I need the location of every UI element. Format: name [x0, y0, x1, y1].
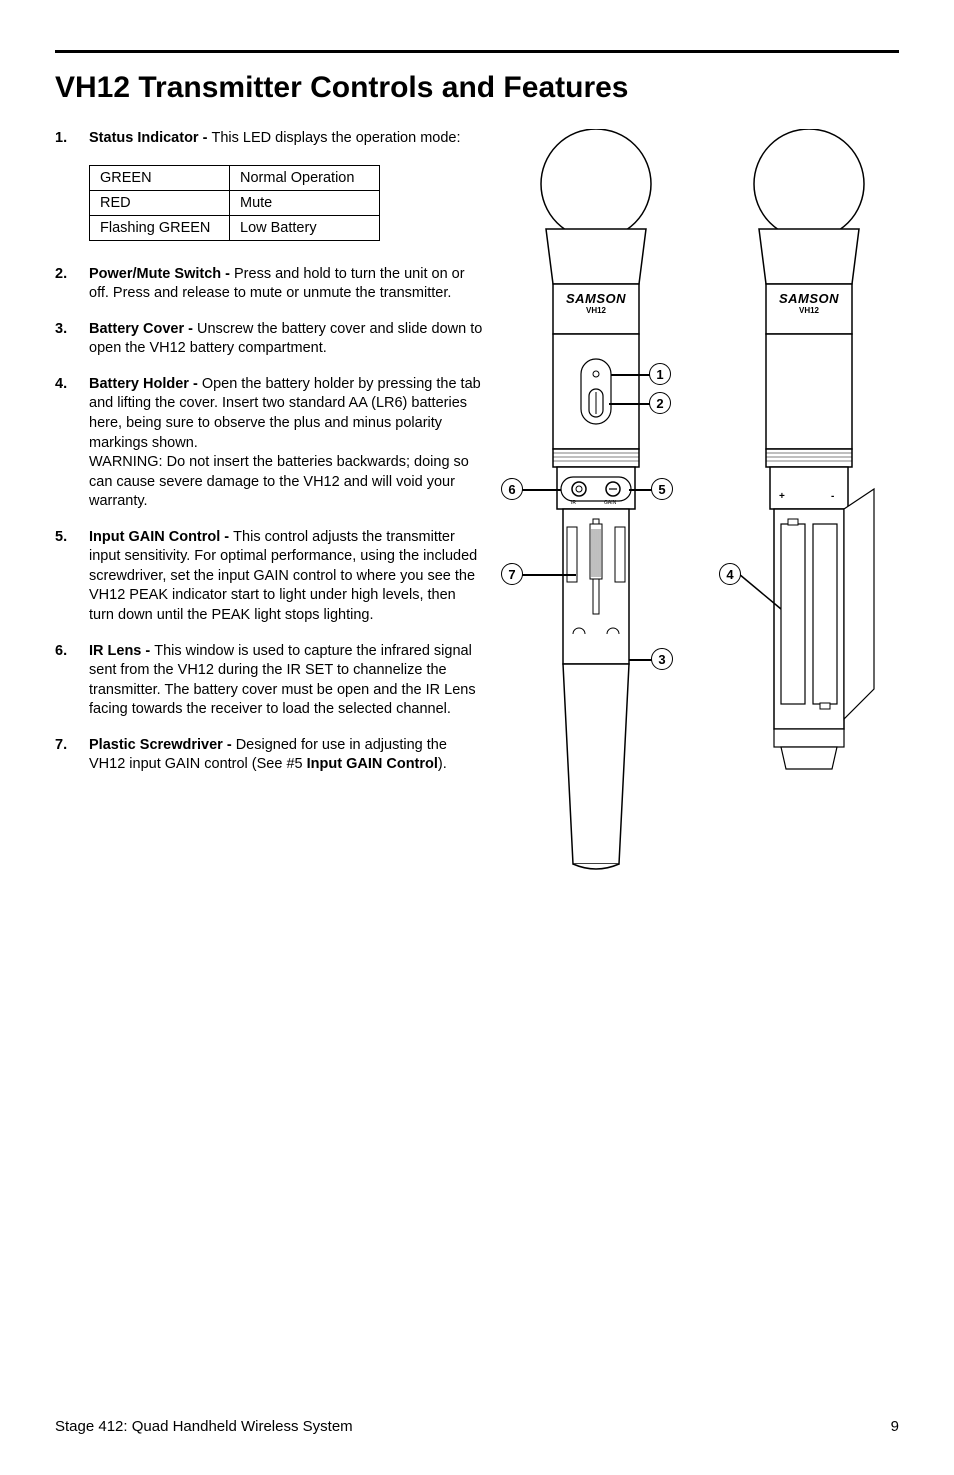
list-item-5: 5. Input GAIN Control - This control adj… [55, 528, 483, 626]
list-item-4: 4. Battery Holder - Open the battery hol… [55, 375, 483, 512]
callout-line [521, 574, 576, 576]
callout-5: 5 [651, 478, 673, 500]
brand-text: SAMSON [719, 291, 899, 306]
footer-page-num: 9 [891, 1418, 899, 1435]
svg-text:GAIN: GAIN [604, 500, 617, 506]
svg-text:+: + [779, 491, 785, 502]
item-body: Battery Cover - Unscrew the battery cove… [89, 320, 483, 359]
model-text: VH12 [719, 306, 899, 315]
item-warning: WARNING: Do not insert the batteries bac… [89, 454, 469, 509]
cell: Low Battery [230, 215, 380, 240]
item-title: Battery Holder - [89, 376, 202, 392]
item-title: Battery Cover - [89, 321, 197, 337]
brand-label: SAMSON VH12 [719, 291, 899, 315]
content-row: 1. Status Indicator - This LED displays … [55, 129, 899, 874]
callout-num: 6 [508, 482, 515, 497]
brand-label: SAMSON VH12 [501, 291, 691, 315]
mic-diagram-right: + - SAMSON VH12 4 [719, 129, 899, 874]
cell: Flashing GREEN [90, 215, 230, 240]
callout-6: 6 [501, 478, 523, 500]
item-text: This LED displays the operation mode: [211, 130, 460, 146]
cell: GREEN [90, 165, 230, 190]
table-row: RED Mute [90, 190, 380, 215]
item-body: Power/Mute Switch - Press and hold to tu… [89, 265, 483, 304]
callout-line [629, 489, 653, 491]
item-num: 1. [55, 129, 89, 149]
diagram-column: IR GAIN [501, 129, 899, 874]
item-body: Status Indicator - This LED displays the… [89, 129, 483, 149]
table-row: GREEN Normal Operation [90, 165, 380, 190]
item-num: 6. [55, 642, 89, 720]
item-body: Input GAIN Control - This control adjust… [89, 528, 483, 626]
top-rule [55, 50, 899, 53]
list-item-3: 3. Battery Cover - Unscrew the battery c… [55, 320, 483, 359]
model-text: VH12 [501, 306, 691, 315]
callout-2: 2 [649, 392, 671, 414]
callout-line [521, 489, 561, 491]
cell: Mute [230, 190, 380, 215]
list-item-6: 6. IR Lens - This window is used to capt… [55, 642, 483, 720]
mic-left-svg: IR GAIN [501, 129, 691, 874]
item-title: Status Indicator - [89, 130, 211, 146]
mic-diagram-left: IR GAIN [501, 129, 691, 874]
item-body: Plastic Screwdriver - Designed for use i… [89, 736, 483, 775]
callout-line [609, 403, 651, 405]
item-body: IR Lens - This window is used to capture… [89, 642, 483, 720]
list-item-2: 2. Power/Mute Switch - Press and hold to… [55, 265, 483, 304]
callout-num: 5 [658, 482, 665, 497]
brand-text: SAMSON [501, 291, 691, 306]
callout-3: 3 [651, 648, 673, 670]
item-bold: Input GAIN Control [307, 756, 438, 772]
item-text-b: ). [438, 756, 447, 772]
callout-line [629, 659, 653, 661]
svg-text:IR: IR [571, 500, 576, 506]
callout-4: 4 [719, 563, 741, 585]
item-body: Battery Holder - Open the battery holder… [89, 375, 483, 512]
item-num: 5. [55, 528, 89, 626]
item-title: IR Lens - [89, 643, 154, 659]
callout-1: 1 [649, 363, 671, 385]
list-item-7: 7. Plastic Screwdriver - Designed for us… [55, 736, 483, 775]
svg-text:-: - [831, 491, 834, 502]
callout-7: 7 [501, 563, 523, 585]
callout-num: 3 [658, 652, 665, 667]
item-num: 7. [55, 736, 89, 775]
item-title: Input GAIN Control - [89, 529, 233, 545]
list-item-1: 1. Status Indicator - This LED displays … [55, 129, 483, 149]
page-title: VH12 Transmitter Controls and Features [55, 71, 899, 105]
callout-num: 1 [656, 367, 663, 382]
item-title: Power/Mute Switch - [89, 266, 234, 282]
cell: RED [90, 190, 230, 215]
item-num: 4. [55, 375, 89, 512]
callout-line [611, 374, 651, 376]
status-table: GREEN Normal Operation RED Mute Flashing… [89, 165, 380, 241]
cell: Normal Operation [230, 165, 380, 190]
left-column: 1. Status Indicator - This LED displays … [55, 129, 483, 874]
callout-num: 4 [726, 567, 733, 582]
mic-right-svg: + - [719, 129, 899, 874]
footer-product: Stage 412: Quad Handheld Wireless System [55, 1418, 353, 1435]
page-footer: Stage 412: Quad Handheld Wireless System… [55, 1418, 899, 1435]
callout-num: 2 [656, 396, 663, 411]
item-num: 3. [55, 320, 89, 359]
callout-num: 7 [508, 567, 515, 582]
item-title: Plastic Screwdriver - [89, 737, 236, 753]
item-num: 2. [55, 265, 89, 304]
table-row: Flashing GREEN Low Battery [90, 215, 380, 240]
